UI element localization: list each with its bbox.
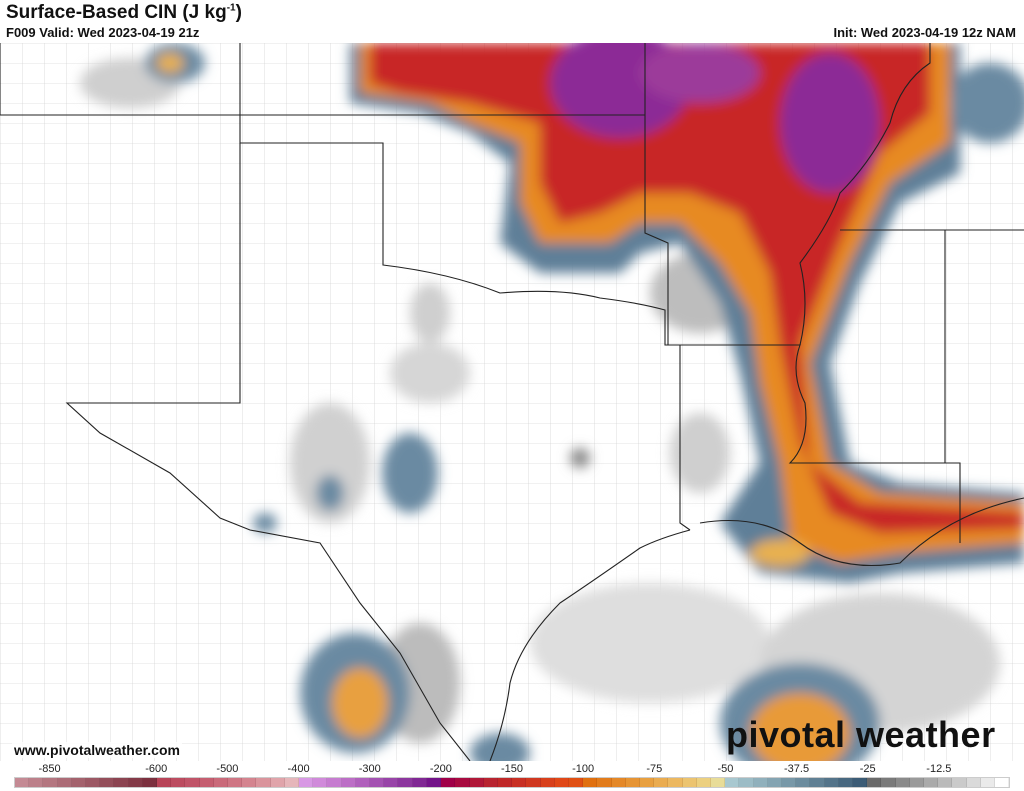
colorbar-swatch — [384, 778, 399, 787]
colorbar-label: -12.5 — [926, 763, 952, 775]
colorbar-swatch — [810, 778, 825, 787]
colorbar-swatch — [540, 778, 555, 787]
colorbar-swatch — [867, 778, 882, 787]
colorbar-swatch — [554, 778, 569, 787]
colorbar-swatch — [29, 778, 44, 787]
colorbar-swatch — [398, 778, 413, 787]
colorbar-swatch — [668, 778, 683, 787]
colorbar-swatch — [583, 778, 598, 787]
colorbar-swatch — [483, 778, 498, 787]
colorbar-swatch — [568, 778, 584, 787]
title-end: ) — [235, 2, 242, 23]
colorbar-swatch — [512, 778, 527, 787]
colorbar-swatch — [313, 778, 328, 787]
colorbar-swatch — [654, 778, 669, 787]
colorbar-swatch — [256, 778, 271, 787]
colorbar-swatch — [426, 778, 442, 787]
colorbar-swatch — [696, 778, 711, 787]
colorbar-swatch — [199, 778, 214, 787]
colorbar-label: -100 — [572, 763, 595, 775]
colorbar-label: -25 — [859, 763, 876, 775]
colorbar-swatch — [739, 778, 754, 787]
colorbar-label: -50 — [717, 763, 734, 775]
colorbar-swatch — [852, 778, 868, 787]
colorbar-swatch — [242, 778, 257, 787]
colorbar-swatch — [412, 778, 427, 787]
colorbar-swatch — [327, 778, 342, 787]
colorbar-swatch — [526, 778, 541, 787]
colorbar-swatch — [213, 778, 229, 787]
colorbar-swatch — [128, 778, 143, 787]
colorbar-swatch — [15, 778, 30, 787]
colorbar-swatch — [952, 778, 967, 787]
colorbar-swatch — [100, 778, 115, 787]
colorbar-label: -300 — [358, 763, 381, 775]
colorbar-swatch — [469, 778, 484, 787]
colorbar-swatch — [71, 778, 87, 787]
colorbar-swatch — [725, 778, 740, 787]
colorbar-label: -200 — [429, 763, 452, 775]
colorbar-label: -400 — [287, 763, 310, 775]
colorbar-label: -150 — [500, 763, 524, 775]
colorbar-swatch — [57, 778, 72, 787]
colorbar-label: -75 — [646, 763, 663, 775]
colorbar-swatch — [753, 778, 768, 787]
colorbar-swatch — [270, 778, 285, 787]
website-url: www.pivotalweather.com — [12, 742, 182, 758]
colorbar-swatch — [909, 778, 924, 787]
colorbar-swatch — [924, 778, 939, 787]
colorbar-label: -500 — [216, 763, 239, 775]
colorbar-swatch — [142, 778, 158, 787]
colorbar-swatch — [441, 778, 456, 787]
colorbar-swatch — [171, 778, 186, 787]
colorbar-swatch — [881, 778, 896, 787]
pivotal-weather-logo: pivotal weather — [726, 714, 996, 755]
colorbar-swatch — [185, 778, 200, 787]
colorbar-swatch — [370, 778, 385, 787]
colorbar-swatch — [995, 778, 1010, 787]
cin-map — [0, 43, 1024, 761]
colorbar-swatch — [980, 778, 996, 787]
colorbar-swatch — [966, 778, 981, 787]
colorbar-swatch — [597, 778, 612, 787]
colorbar-swatch — [497, 778, 513, 787]
title-text: Surface-Based CIN (J kg — [6, 2, 227, 23]
colorbar-swatch — [341, 778, 356, 787]
valid-time: F009 Valid: Wed 2023-04-19 21z — [6, 25, 200, 40]
colorbar-swatch — [228, 778, 243, 787]
colorbar-swatch — [824, 778, 839, 787]
init-time: Init: Wed 2023-04-19 12z NAM — [833, 25, 1016, 40]
colorbar-swatch — [157, 778, 172, 787]
colorbar-swatch — [938, 778, 953, 787]
colorbar-labels: -850 -600 -500 -400 -300 -200 -150 -100 -75 -50 -3… — [0, 763, 1024, 775]
colorbar-swatch — [682, 778, 697, 787]
title-superscript: -1 — [226, 2, 236, 14]
colorbar-swatch — [86, 778, 101, 787]
colorbar-label: -600 — [145, 763, 168, 775]
colorbar-swatch — [639, 778, 655, 787]
colorbar-swatch — [299, 778, 314, 787]
colorbar-swatch — [43, 778, 58, 787]
colorbar-swatch — [455, 778, 470, 787]
colorbar — [14, 777, 1010, 788]
colorbar-swatch — [710, 778, 726, 787]
colorbar-label: -850 — [38, 763, 61, 775]
colorbar-label: -37.5 — [784, 763, 810, 775]
colorbar-swatch — [895, 778, 910, 787]
colorbar-swatch — [625, 778, 640, 787]
colorbar-swatch — [781, 778, 797, 787]
colorbar-swatch — [284, 778, 300, 787]
colorbar-swatch — [114, 778, 129, 787]
colorbar-swatch — [355, 778, 371, 787]
colorbar-swatch — [767, 778, 782, 787]
state-borders — [0, 43, 1024, 761]
colorbar-swatch — [611, 778, 626, 787]
colorbar-swatch — [796, 778, 811, 787]
colorbar-swatch — [838, 778, 853, 787]
map-title: Surface-Based CIN (J kg-1) — [6, 2, 242, 24]
